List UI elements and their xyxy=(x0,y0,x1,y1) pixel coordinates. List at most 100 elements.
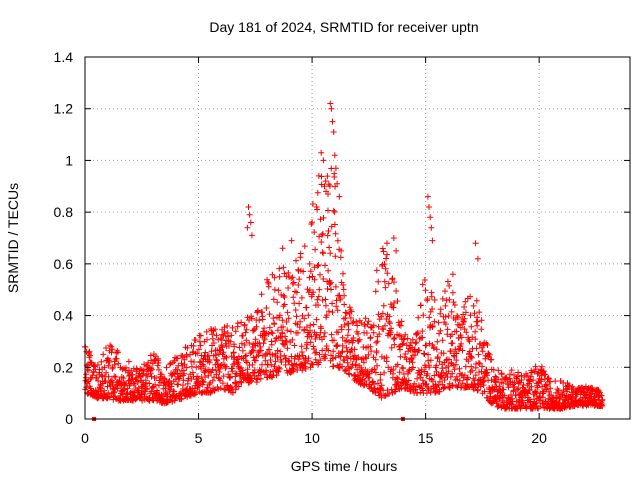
data-point xyxy=(314,189,321,196)
data-point xyxy=(321,183,328,190)
data-point xyxy=(257,375,264,382)
data-point xyxy=(274,354,281,361)
data-point xyxy=(446,296,453,303)
data-point xyxy=(455,346,462,353)
data-point xyxy=(514,386,521,393)
data-point xyxy=(83,371,90,378)
data-point xyxy=(372,356,379,363)
data-point xyxy=(361,378,368,384)
data-point xyxy=(524,372,531,379)
data-point xyxy=(442,313,449,320)
data-point xyxy=(213,332,220,339)
data-point xyxy=(307,339,314,346)
data-point xyxy=(204,384,211,391)
data-point xyxy=(534,370,541,377)
data-point xyxy=(167,386,174,393)
data-point xyxy=(153,374,160,381)
data-point xyxy=(462,309,469,316)
data-point xyxy=(200,379,207,386)
data-point xyxy=(439,295,446,302)
data-point xyxy=(208,369,215,376)
data-point xyxy=(397,322,404,329)
data-point xyxy=(322,302,329,309)
data-point xyxy=(266,311,273,318)
data-point xyxy=(384,270,391,277)
data-point xyxy=(382,284,389,291)
x-tick-label: 20 xyxy=(531,430,547,446)
data-point xyxy=(416,335,423,342)
data-point xyxy=(447,374,454,380)
data-point xyxy=(348,308,355,315)
data-point xyxy=(428,293,435,300)
data-point xyxy=(297,318,304,325)
data-point xyxy=(123,364,129,371)
data-point xyxy=(527,373,534,380)
data-point xyxy=(318,173,325,180)
data-point xyxy=(285,285,292,291)
data-point xyxy=(331,209,338,215)
data-point xyxy=(339,342,346,349)
data-point xyxy=(426,364,433,371)
data-point xyxy=(265,331,272,337)
data-point xyxy=(261,325,268,332)
data-point xyxy=(133,395,139,402)
data-point xyxy=(435,382,442,388)
data-point xyxy=(107,342,114,349)
data-point xyxy=(375,278,382,285)
data-point xyxy=(111,361,118,368)
data-point xyxy=(472,240,479,247)
data-point xyxy=(208,348,215,355)
data-point xyxy=(322,351,329,358)
data-point xyxy=(368,348,375,355)
data-point xyxy=(334,342,341,349)
data-point xyxy=(327,100,334,107)
data-point xyxy=(131,381,138,387)
y-tick-label: 0.2 xyxy=(54,359,74,375)
data-point xyxy=(391,300,398,306)
data-point xyxy=(383,354,390,361)
data-point xyxy=(108,349,115,356)
data-point xyxy=(279,245,286,252)
data-point xyxy=(461,315,468,322)
data-point xyxy=(425,351,432,358)
data-point xyxy=(446,356,452,363)
data-point xyxy=(445,368,452,375)
data-point xyxy=(257,343,264,350)
data-point xyxy=(256,317,263,324)
data-point xyxy=(599,403,606,409)
data-point xyxy=(345,320,352,327)
data-point xyxy=(388,325,395,332)
data-point xyxy=(223,363,230,370)
data-point xyxy=(320,333,327,340)
data-point xyxy=(375,323,382,330)
data-point xyxy=(276,365,283,372)
data-point xyxy=(296,353,303,360)
data-point xyxy=(344,332,351,339)
data-point xyxy=(144,386,150,393)
data-point xyxy=(223,354,230,361)
data-point xyxy=(279,317,286,324)
data-point xyxy=(552,378,559,385)
data-point xyxy=(426,314,433,321)
data-point xyxy=(500,386,507,393)
data-point xyxy=(231,343,238,350)
data-point xyxy=(471,310,478,317)
data-point xyxy=(341,292,348,299)
data-point xyxy=(332,165,339,172)
data-point xyxy=(210,340,217,346)
data-point xyxy=(419,328,426,335)
data-point xyxy=(390,336,397,342)
data-point xyxy=(320,250,327,257)
data-point xyxy=(325,228,332,234)
data-point xyxy=(108,343,115,350)
data-point xyxy=(462,363,469,370)
data-point xyxy=(319,347,326,354)
data-point xyxy=(508,367,515,374)
data-point xyxy=(320,276,327,282)
data-point xyxy=(240,332,246,339)
data-point xyxy=(387,301,394,308)
data-point xyxy=(327,280,334,287)
data-point xyxy=(421,277,428,283)
data-point xyxy=(204,336,210,343)
x-tick-label: 15 xyxy=(418,430,434,446)
